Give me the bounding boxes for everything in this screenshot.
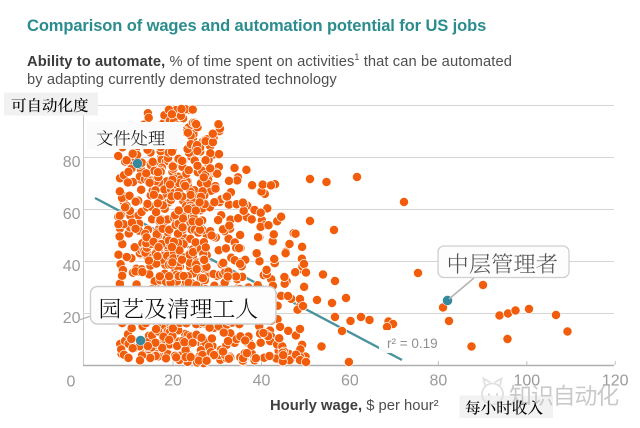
svg-text:r² = 0.19: r² = 0.19 — [387, 336, 438, 351]
svg-text:20: 20 — [164, 373, 182, 390]
svg-text:60: 60 — [341, 373, 359, 390]
svg-text:60: 60 — [63, 206, 81, 223]
svg-text:80: 80 — [429, 373, 447, 390]
svg-text:100: 100 — [513, 373, 540, 390]
svg-text:Hourly wage, $ per hour²: Hourly wage, $ per hour² — [270, 398, 439, 414]
svg-text:40: 40 — [63, 258, 81, 275]
svg-text:120: 120 — [602, 373, 629, 390]
svg-text:40: 40 — [253, 373, 271, 390]
svg-text:20: 20 — [63, 310, 81, 327]
svg-text:0: 0 — [67, 374, 76, 391]
svg-text:80: 80 — [63, 154, 81, 171]
